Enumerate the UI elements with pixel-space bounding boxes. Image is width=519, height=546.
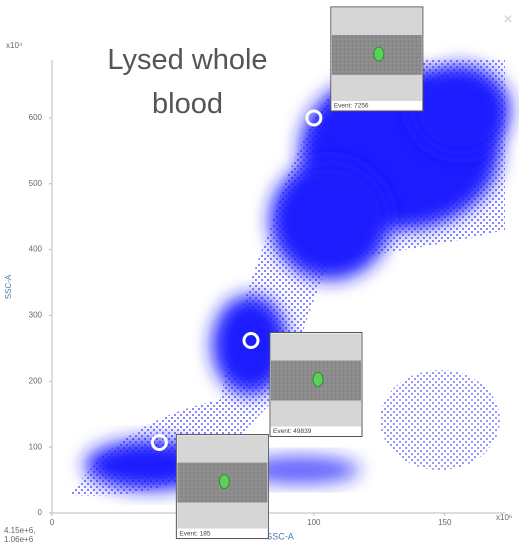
corner-label: 1.06e+6 — [4, 535, 34, 544]
corner-label: 4.15e+6, — [4, 526, 35, 535]
close-button[interactable]: × — [503, 11, 512, 28]
y-tick-label: 600 — [29, 113, 43, 122]
event-thumbnail: Event: 185 — [175, 434, 269, 540]
event-label: Event: 49839 — [273, 428, 312, 435]
event-point — [150, 434, 168, 452]
event-point — [305, 109, 323, 127]
event-label: Event: 185 — [179, 530, 210, 537]
thumb-bg — [177, 502, 268, 529]
event-point — [242, 331, 260, 349]
y-tick-label: 500 — [29, 179, 43, 188]
x-axis-label: SSC-A — [266, 531, 294, 541]
thumb-bg — [331, 7, 422, 35]
thumb-bg — [177, 435, 268, 463]
thumb-bg — [271, 333, 362, 361]
y-tick-label: 0 — [38, 508, 43, 517]
x-multiplier: x10⁶ — [496, 513, 512, 522]
thumb-bg — [271, 400, 362, 427]
event-thumbnail: Event: 49839 — [269, 331, 363, 437]
x-tick-label: 0 — [50, 518, 55, 527]
y-tick-label: 200 — [29, 376, 43, 385]
thumb-bg — [331, 74, 422, 101]
chart-title: Lysed whole blood — [107, 44, 268, 120]
y-tick-label: 100 — [29, 442, 43, 451]
x-tick-label: 100 — [307, 518, 321, 527]
cell — [218, 474, 230, 490]
x-tick-label: 150 — [438, 518, 452, 527]
y-axis-label: SSC-A — [4, 274, 13, 299]
event-thumbnail: Event: 7256 — [330, 6, 424, 112]
y-tick-label: 300 — [29, 311, 43, 320]
cell — [373, 46, 385, 62]
event-label: Event: 7256 — [334, 103, 369, 110]
y-multiplier: x10⁴ — [6, 41, 23, 50]
y-tick-label: 400 — [29, 245, 43, 254]
cell — [312, 371, 324, 387]
